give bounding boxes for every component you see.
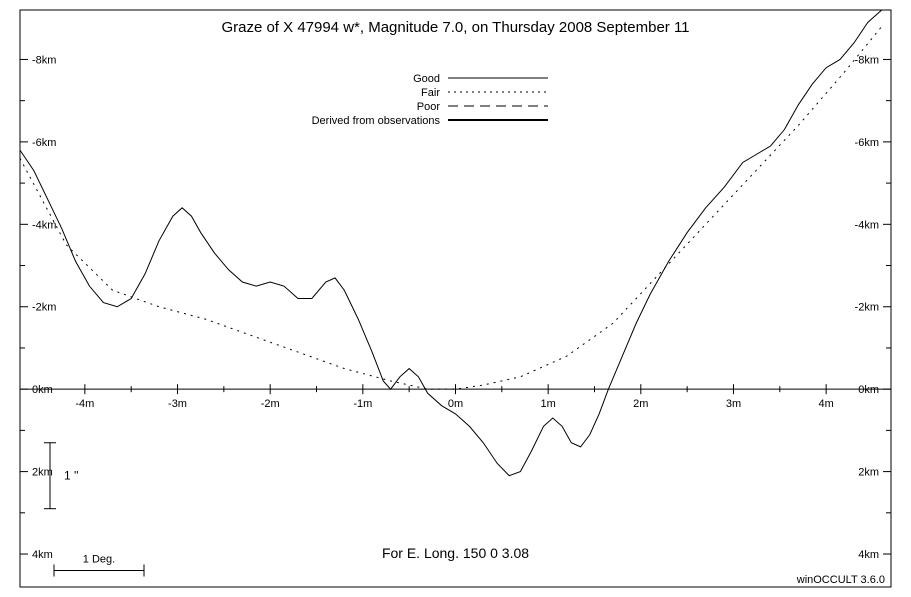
ytick-label-right: -8km (855, 54, 879, 66)
xtick-label: 4m (818, 398, 833, 410)
xtick-label: -2m (261, 398, 280, 410)
arcsec-bar-label: 1 '' (64, 469, 79, 483)
ytick-label-right: 4km (858, 549, 879, 561)
ytick-label-left: -2km (32, 302, 56, 314)
xtick-label: 2m (633, 398, 648, 410)
chart-title: Graze of X 47994 w*, Magnitude 7.0, on T… (221, 19, 689, 36)
ytick-label-left: -6km (32, 137, 56, 149)
xtick-label: 1m (541, 398, 556, 410)
ytick-label-right: 0km (858, 384, 879, 396)
xtick-label: -3m (168, 398, 187, 410)
ytick-label-right: -2km (855, 302, 879, 314)
ytick-label-left: 0km (32, 384, 53, 396)
graze-chart: -8km -8km -6km -6km -4km -4km -2km -2km 0km 0km 2k… (0, 0, 911, 597)
legend-label: Poor (417, 101, 441, 113)
legend-label: Derived from observations (312, 115, 441, 127)
ytick-label-left: -8km (32, 54, 56, 66)
xtick-label: -1m (353, 398, 372, 410)
xtick-label: -4m (75, 398, 94, 410)
xtick-label: 0m (448, 398, 463, 410)
xtick-label: 3m (726, 398, 741, 410)
ytick-label-right: 2km (858, 467, 879, 479)
degree-bar-label: 1 Deg. (83, 554, 115, 566)
legend-label: Good (413, 73, 440, 85)
chart-svg: -8km -8km -6km -6km -4km -4km -2km -2km 0km 0km 2k… (0, 0, 911, 597)
ytick-label-right: -4km (855, 219, 879, 231)
ytick-label-right: -6km (855, 137, 879, 149)
ytick-label-left: 4km (32, 549, 53, 561)
chart-footer: winOCCULT 3.6.0 (796, 574, 885, 586)
series-prediction (20, 26, 882, 389)
plot-border (20, 10, 891, 587)
chart-subtitle: For E. Long. 150 0 3.08 (382, 545, 529, 561)
legend-label: Fair (421, 87, 440, 99)
ytick-label-left: -4km (32, 219, 56, 231)
